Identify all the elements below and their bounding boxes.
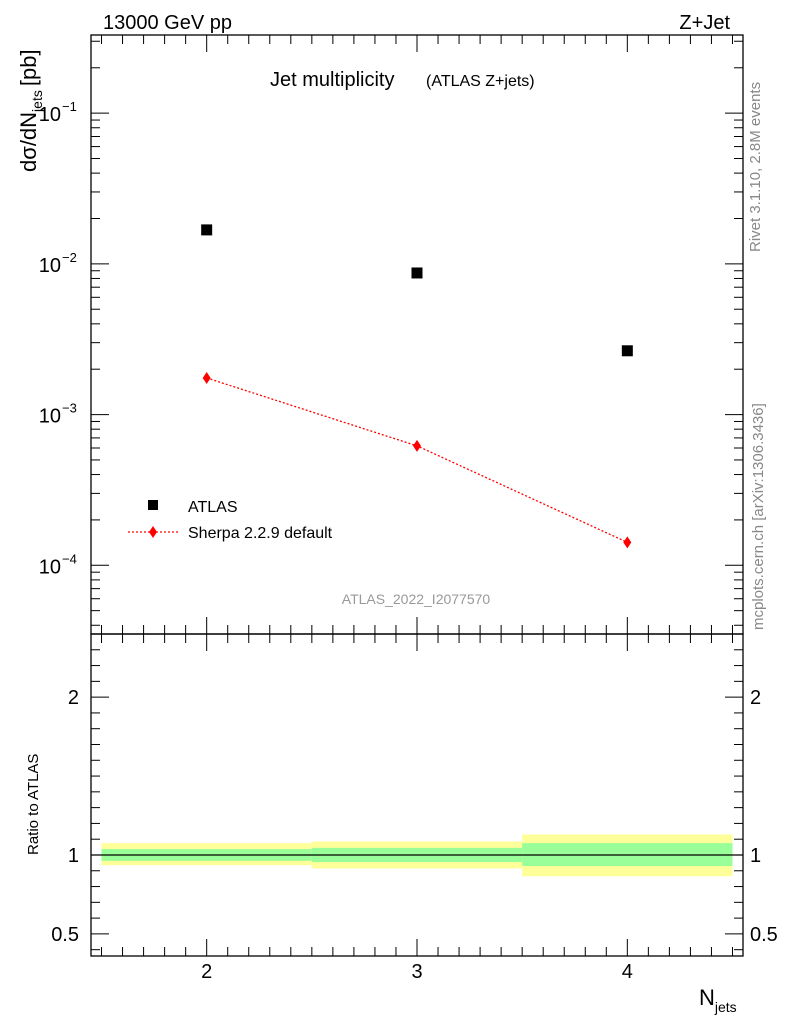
main-axis-ticks (91, 35, 743, 634)
legend-sherpa-marker (149, 526, 157, 538)
sherpa-point (623, 536, 632, 549)
main-y-tick-label-exponent: −4 (62, 551, 77, 566)
y-axis-label-sub: jets (29, 90, 45, 113)
ratio-y-tick-labels: 2 2 1 1 0.5 0.5 (51, 687, 778, 946)
main-y-tick-label-exponent: −1 (62, 99, 77, 114)
x-axis-label: Njets (699, 985, 737, 1015)
ratio-y-tick-label-left: 2 (68, 687, 79, 709)
atlas-point (411, 267, 423, 279)
main-y-tick-label: 10 (39, 255, 61, 277)
y-axis-label: dσ/dNjets [pb] (16, 49, 45, 172)
legend: ATLAS Sherpa 2.2.9 default (128, 499, 333, 542)
main-y-tick-label: 10 (39, 104, 61, 126)
chart-title: Jet multiplicity (270, 69, 394, 91)
y-axis-label-main: dσ/dN (16, 112, 41, 172)
ratio-y-tick-label-right: 0.5 (750, 924, 778, 946)
legend-sherpa-label: Sherpa 2.2.9 default (188, 525, 333, 542)
y-axis-label-unit: [pb] (16, 49, 41, 86)
x-tick-labels: 2 3 4 (201, 961, 633, 983)
rivet-version-label: Rivet 3.1.10, 2.8M events (747, 82, 764, 252)
data-points (201, 224, 633, 549)
legend-atlas-label: ATLAS (188, 499, 238, 516)
ratio-axis-ticks (91, 633, 743, 956)
sherpa-line (206, 377, 628, 543)
x-tick-label: 3 (411, 961, 422, 983)
ratio-y-tick-label-left: 1 (68, 845, 79, 867)
main-y-tick-label-exponent: −3 (62, 401, 77, 416)
x-axis-label-main: N (699, 985, 715, 1010)
ratio-y-tick-label-right: 1 (750, 845, 761, 867)
main-plot-frame (90, 34, 744, 635)
chart-subtitle: (ATLAS Z+jets) (426, 73, 535, 90)
x-tick-label: 2 (201, 961, 212, 983)
ratio-y-tick-label-right: 2 (750, 687, 761, 709)
sherpa-point (413, 439, 421, 452)
atlas-point (621, 345, 633, 357)
ratio-plot-panel: 2 2 1 1 0.5 0.5 2 3 4 Ratio to ATLAS Njets (25, 633, 778, 1015)
ratio-y-axis-label: Ratio to ATLAS (25, 754, 42, 855)
main-y-tick-label: 10 (39, 406, 61, 428)
main-y-tick-label-exponent: −2 (62, 250, 77, 265)
sherpa-point (202, 371, 211, 384)
legend-atlas-marker (148, 500, 158, 510)
x-tick-label: 4 (622, 961, 633, 983)
source-label: mcplots.cern.ch [arXiv:1306.3436] (750, 403, 767, 630)
header-process-label: Z+Jet (679, 12, 730, 34)
main-y-tick-label: 10 (39, 556, 61, 578)
main-y-tick-labels: 10−110−210−310−4 (39, 99, 77, 578)
main-plot-panel: 10−110−210−310−4 Jet multiplicity (ATLAS… (16, 34, 744, 635)
atlas-point (201, 224, 213, 236)
header-energy-label: 13000 GeV pp (103, 12, 232, 34)
analysis-watermark: ATLAS_2022_I2077570 (342, 591, 491, 607)
ratio-plot-frame (90, 633, 744, 957)
ratio-y-tick-label-left: 0.5 (51, 924, 79, 946)
x-axis-label-sub: jets (714, 999, 737, 1015)
